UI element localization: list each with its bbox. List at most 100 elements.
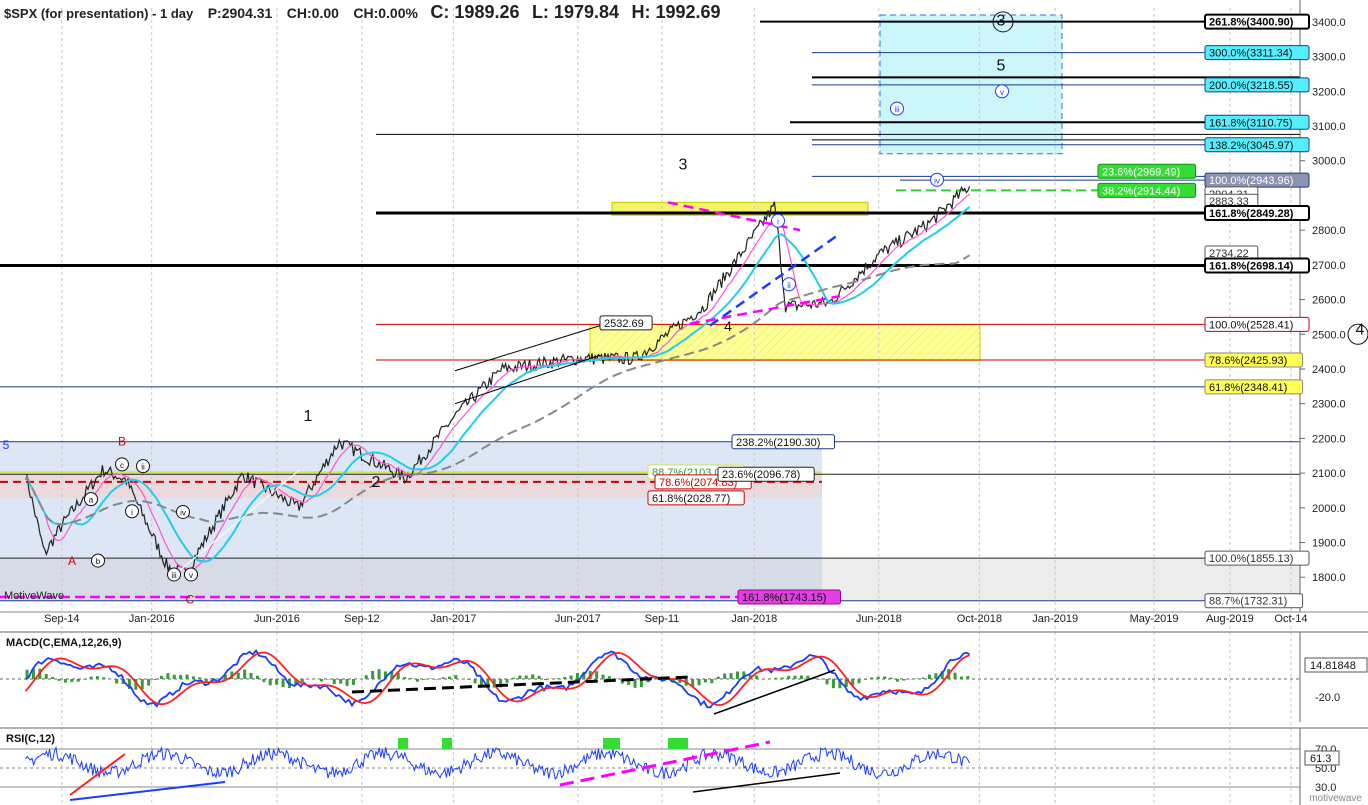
macd-hist-bar xyxy=(537,675,541,679)
wave-label-ii: ii xyxy=(787,281,791,290)
rsi-title: RSI(C,12) xyxy=(6,733,55,745)
x-tick-label: Jan-2018 xyxy=(731,613,777,625)
price-axis-label-box xyxy=(1097,163,1197,179)
macd-hist-bar xyxy=(863,679,867,680)
macd-title: MACD(C,EMA,12,26,9) xyxy=(6,637,122,649)
macd-hist-bar xyxy=(780,677,784,679)
price-axis-label-box xyxy=(1204,550,1310,566)
wave-label-iv: iv xyxy=(934,176,940,185)
price-axis-label-box xyxy=(1204,593,1304,609)
fib-label: 238.2%(2190.30) xyxy=(736,437,820,449)
macd-hist-bar xyxy=(351,679,355,685)
price-axis-label: 100.0%(2943.96) xyxy=(1209,175,1293,187)
rsi-overbought-fill xyxy=(442,738,452,749)
change-value: CH:0.00 xyxy=(286,5,339,21)
wave-label-v: v xyxy=(1000,88,1004,97)
macd-hist-bar xyxy=(422,679,426,680)
macd-hist-bar xyxy=(211,678,215,679)
fib-label-box xyxy=(647,490,745,506)
y-tick-label: 2500.0 xyxy=(1312,329,1346,341)
rsi-overbought-fill xyxy=(603,738,620,749)
price-axis: 1800.0 1900.0 2000.0 2100.0 2200.0 2300.0 2400… xyxy=(1097,0,1346,612)
macd-hist-bar xyxy=(787,675,791,679)
macd-hist-bar xyxy=(147,679,151,686)
rsi-trend-magenta xyxy=(559,740,771,787)
trend-white xyxy=(179,469,301,571)
price-axis-label: 78.6%(2425.93) xyxy=(1209,355,1287,367)
macd-hist-bar xyxy=(857,679,861,684)
price-axis-label: 161.8%(3110.75) xyxy=(1209,117,1293,129)
macd-hist-bar xyxy=(300,679,304,683)
y-tick-label: 3100.0 xyxy=(1312,121,1346,133)
price-axis-label-box xyxy=(1204,257,1310,274)
channel-top xyxy=(454,325,601,372)
rsi-trend-red xyxy=(69,753,126,796)
macd-hist-bar xyxy=(953,672,957,679)
macd-hist-bar xyxy=(582,671,586,679)
macd-hist-bar xyxy=(799,675,803,679)
macd-hist-bar xyxy=(70,679,74,683)
macd-hist-bar xyxy=(851,679,855,686)
macd-hist-bar xyxy=(249,672,253,679)
wave-label-i: i xyxy=(131,508,133,517)
rsi-y-label: 50.0 xyxy=(1315,763,1336,775)
macd-hist-bar xyxy=(601,674,605,679)
rsi-overbought-fill xyxy=(398,738,408,749)
x-tick-label: Jan-2017 xyxy=(430,613,476,625)
macd-hist-bar xyxy=(486,679,490,689)
macd-hist-bar xyxy=(627,679,631,685)
macd-hist-bar xyxy=(697,679,701,686)
rsi-overbought-fill xyxy=(668,738,688,749)
price-axis-label: 200.0%(3218.55) xyxy=(1209,80,1293,92)
high-value: H: 1992.69 xyxy=(631,2,721,22)
macd-hist-bar xyxy=(409,677,413,679)
y-tick-label: 2000.0 xyxy=(1312,503,1346,515)
price-axis-label: 138.2%(3045.97) xyxy=(1209,140,1293,152)
price-axis-label-box xyxy=(1204,45,1310,61)
macd-hist-bar xyxy=(563,676,567,679)
channel-bottom xyxy=(454,354,601,405)
price-axis-label: 61.8%(2348.41) xyxy=(1209,382,1287,394)
wave-label-5: 5 xyxy=(3,438,10,452)
macd-hist-bar xyxy=(345,679,349,686)
macd-hist-bar xyxy=(185,674,189,679)
macd-hist-bar xyxy=(447,676,451,679)
macd-hist-bar xyxy=(467,679,471,680)
macd-hist-bar xyxy=(844,679,848,688)
macd-hist-bar xyxy=(236,672,240,679)
price-axis-label-box xyxy=(1204,13,1310,30)
macd-hist-bar xyxy=(921,677,925,679)
macd-y-label: -20.0 xyxy=(1315,692,1340,704)
macd-hist-bar xyxy=(115,679,119,684)
fib-label: 2532.69 xyxy=(604,318,644,330)
macd-hist-bar xyxy=(268,679,272,686)
macd-hist-bar xyxy=(825,679,829,685)
macd-pane: -20.0 14.81848 xyxy=(0,631,1368,722)
macd-hist-bar xyxy=(25,669,29,679)
macd-hist-bar xyxy=(518,675,522,679)
macd-hist-bar xyxy=(31,668,35,679)
macd-hist-bar xyxy=(127,679,131,689)
macd-hist-bar xyxy=(671,679,675,682)
y-tick-label: 2800.0 xyxy=(1312,225,1346,237)
wave-circle-4 xyxy=(1347,323,1368,345)
x-tick-label: Aug-2019 xyxy=(1206,613,1254,625)
price-axis-label: 38.2%(2914.44) xyxy=(1102,185,1180,197)
zone-blue-dark xyxy=(0,558,822,601)
macd-line xyxy=(25,648,971,709)
macd-hist-bar xyxy=(524,675,528,679)
ma-slow xyxy=(24,254,971,526)
wave-label-C: C xyxy=(186,592,195,606)
x-tick-label: Jun-2016 xyxy=(254,613,300,625)
macd-hist-bar xyxy=(179,675,183,679)
macd-trend-dashed xyxy=(351,675,691,694)
wave-label-a: a xyxy=(89,496,94,505)
macd-hist-bar xyxy=(703,679,707,683)
wave-circle-3 xyxy=(992,11,1014,33)
wave-circle xyxy=(995,84,1009,99)
price-axis-label: 300.0%(3311.34) xyxy=(1209,48,1293,60)
macd-hist-bar xyxy=(364,675,368,679)
macd-hist-bar xyxy=(479,679,483,686)
macd-hist-bar xyxy=(742,671,746,679)
